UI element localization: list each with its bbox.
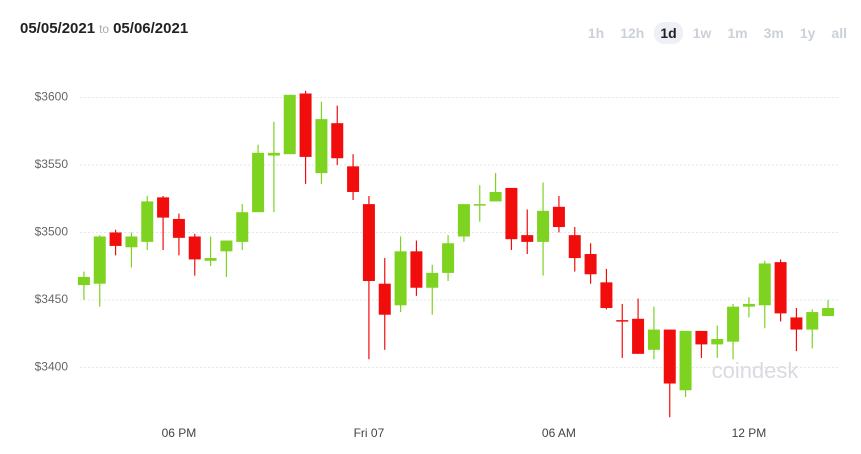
candle-body: [109, 232, 122, 246]
y-tick-label: $3400: [35, 360, 69, 374]
candle-body: [616, 320, 629, 322]
candle-body: [394, 251, 407, 306]
candle-body: [537, 210, 550, 242]
range-button[interactable]: 1m: [727, 25, 748, 41]
y-tick-label: $3550: [35, 157, 69, 171]
candle-body: [93, 236, 106, 284]
range-button[interactable]: 1d: [654, 22, 683, 44]
candle-body: [758, 263, 771, 306]
range-button[interactable]: 1h: [587, 25, 605, 41]
candle-body: [727, 306, 740, 342]
candle-body: [790, 317, 803, 330]
candle-body: [489, 191, 502, 202]
watermark: coindesk: [712, 358, 800, 383]
candle-body: [600, 282, 613, 308]
candle-body: [299, 93, 312, 157]
candle-body: [410, 251, 423, 288]
candle-body: [378, 283, 391, 315]
y-tick-label: $3600: [35, 90, 69, 104]
candle-body: [426, 272, 439, 288]
candle-body: [742, 303, 755, 307]
x-tick-label: 06 PM: [162, 426, 197, 440]
candle-body: [774, 262, 787, 314]
candle-body: [252, 152, 265, 213]
range-button[interactable]: 1w: [692, 25, 712, 41]
date-separator: to: [99, 22, 110, 36]
candle-body: [157, 197, 170, 218]
candle-body: [347, 166, 360, 192]
candle-body: [77, 276, 90, 286]
candle-body: [442, 243, 455, 273]
candle-body: [267, 152, 280, 156]
range-button[interactable]: 3m: [763, 25, 784, 41]
candle-body: [505, 187, 518, 240]
candle-body: [822, 307, 835, 317]
candle-body: [141, 201, 154, 242]
candle-body: [568, 235, 581, 259]
date-to: 05/06/2021: [113, 20, 189, 37]
candle-body: [125, 236, 138, 248]
range-button[interactable]: 12h: [620, 25, 645, 41]
candle-body: [204, 258, 217, 261]
candle-body: [457, 204, 470, 237]
candle-body: [679, 330, 692, 391]
candle-body: [552, 206, 565, 228]
candle-body: [315, 119, 328, 174]
date-from: 05/05/2021: [20, 20, 96, 37]
range-buttons: 1h 12h 1d 1w 1m 3m 1y all: [582, 22, 853, 44]
candle-body: [473, 204, 486, 206]
range-button[interactable]: all: [831, 25, 847, 41]
candle-body: [188, 236, 201, 260]
x-tick-label: Fri 07: [354, 426, 385, 440]
candle-body: [172, 218, 185, 238]
candle-body: [362, 204, 375, 282]
candle-body: [283, 94, 296, 155]
y-tick-label: $3450: [35, 292, 69, 306]
date-range: 05/05/2021 to 05/06/2021: [20, 20, 188, 37]
candle-body: [806, 312, 819, 330]
candle-body: [331, 123, 344, 159]
candle-body: [521, 235, 534, 242]
candle-body: [695, 330, 708, 345]
range-button[interactable]: 1y: [799, 25, 816, 41]
candle-body: [236, 212, 249, 242]
x-tick-label: 12 PM: [732, 426, 767, 440]
candle-body: [220, 240, 233, 252]
candle-body: [647, 329, 660, 350]
y-tick-label: $3500: [35, 225, 69, 239]
candle-body: [711, 339, 724, 345]
x-tick-label: 06 AM: [542, 426, 576, 440]
candle-body: [632, 318, 645, 354]
candle-body: [663, 329, 676, 384]
candle-body: [584, 254, 597, 275]
